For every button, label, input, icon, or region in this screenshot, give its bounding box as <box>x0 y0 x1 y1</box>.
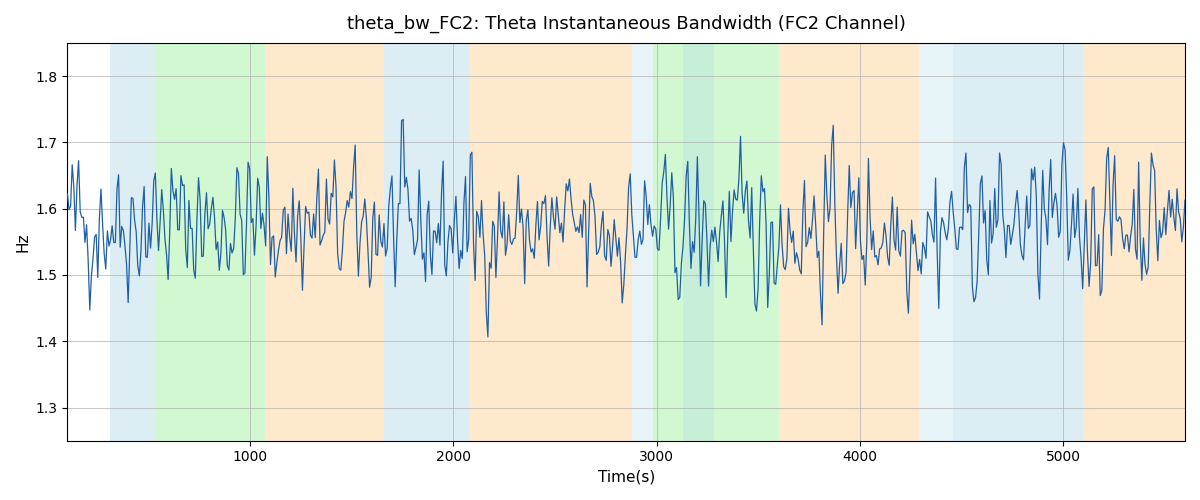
Title: theta_bw_FC2: Theta Instantaneous Bandwidth (FC2 Channel): theta_bw_FC2: Theta Instantaneous Bandwi… <box>347 15 906 34</box>
Y-axis label: Hz: Hz <box>16 232 30 252</box>
Bar <box>653 43 779 440</box>
Bar <box>919 43 953 440</box>
Bar <box>632 43 653 440</box>
Bar <box>155 43 264 440</box>
Bar <box>779 43 919 440</box>
X-axis label: Time(s): Time(s) <box>598 470 655 485</box>
Bar <box>384 43 469 440</box>
Bar <box>953 43 1084 440</box>
Bar <box>1084 43 1200 440</box>
Bar <box>683 43 714 440</box>
Bar <box>264 43 384 440</box>
Bar <box>110 43 155 440</box>
Bar <box>469 43 632 440</box>
